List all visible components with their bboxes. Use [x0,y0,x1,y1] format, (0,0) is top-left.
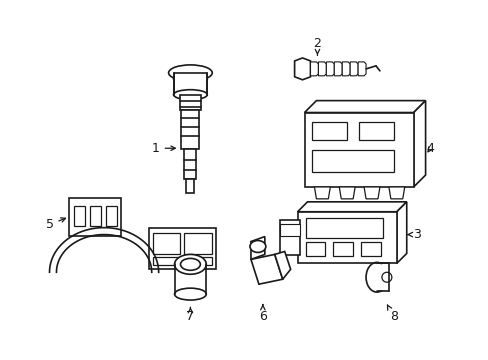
Bar [360,242,380,256]
Text: 8: 8 [386,305,397,323]
Text: 5: 5 [45,218,65,231]
Bar [69,198,121,235]
Polygon shape [349,62,357,76]
Bar [312,122,346,140]
Text: 2: 2 [313,37,321,55]
Text: 3: 3 [407,228,420,241]
Bar [333,242,352,256]
Bar [181,109,199,149]
Bar [279,220,299,255]
Text: 4: 4 [426,142,434,155]
Ellipse shape [180,258,200,270]
Text: 7: 7 [186,307,194,323]
Text: 1: 1 [151,142,175,155]
Polygon shape [304,100,425,113]
Bar [186,179,194,193]
Ellipse shape [168,65,212,81]
Bar [305,242,325,256]
Polygon shape [342,62,349,76]
Polygon shape [314,187,330,199]
Polygon shape [250,255,282,284]
Bar [184,233,212,255]
Polygon shape [334,62,342,76]
Bar [152,233,180,255]
Bar [358,122,393,140]
Bar [148,228,216,269]
Polygon shape [325,62,334,76]
Bar [152,257,212,265]
Polygon shape [357,62,366,76]
Polygon shape [297,202,406,212]
Ellipse shape [249,240,265,252]
Polygon shape [250,237,264,260]
Bar [90,206,101,226]
Ellipse shape [174,288,206,300]
Bar [179,95,201,109]
Bar [304,113,413,187]
Bar [297,212,396,264]
Bar [106,206,117,226]
Polygon shape [364,187,379,199]
Bar [74,206,85,226]
Bar [173,73,207,95]
Polygon shape [294,58,310,80]
Bar [305,218,382,238]
Ellipse shape [173,74,207,84]
Ellipse shape [173,90,207,100]
Circle shape [381,272,391,282]
Text: 6: 6 [258,305,266,323]
Polygon shape [274,251,290,279]
Polygon shape [310,62,318,76]
Polygon shape [318,62,325,76]
Polygon shape [339,187,354,199]
Polygon shape [413,100,425,187]
Bar [312,150,393,172]
Polygon shape [388,187,404,199]
Bar [184,149,196,179]
Polygon shape [396,202,406,264]
Ellipse shape [174,255,206,274]
Bar [279,224,299,235]
